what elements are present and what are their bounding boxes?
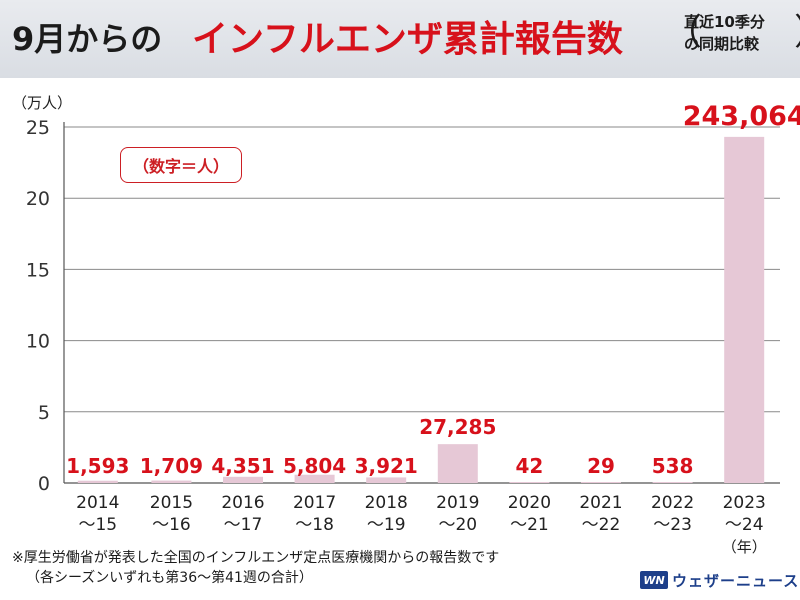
legend-note-box: （数字＝人） [120, 147, 242, 183]
title-note-open-paren: （ [666, 12, 703, 53]
data-label: 29 [587, 454, 615, 478]
y-tick-label: 20 [26, 188, 50, 210]
x-tick-label: 〜18 [295, 515, 334, 535]
x-tick-label: 2016 [221, 493, 264, 513]
x-tick-label: 2019 [436, 493, 479, 513]
x-tick-label: 2022 [651, 493, 694, 513]
x-tick-label: 〜22 [582, 515, 621, 535]
footnote-line1: ※厚生労働省が発表した全国のインフルエンザ定点医療機関からの報告数です [12, 550, 500, 566]
x-tick-label: 〜21 [510, 515, 549, 535]
x-tick-label: 〜15 [78, 515, 117, 535]
data-label: 27,285 [419, 415, 496, 439]
data-label: 42 [515, 454, 543, 478]
bar [223, 476, 263, 483]
x-tick-label: 〜23 [653, 515, 692, 535]
data-label: 538 [652, 454, 694, 478]
x-tick-label: 〜16 [152, 515, 191, 535]
x-tick-label: 2020 [508, 493, 551, 513]
bar [366, 477, 407, 483]
x-tick-label: 〜20 [438, 515, 477, 535]
y-tick-label: 15 [26, 259, 50, 281]
brand-logo: WN ウェザーニュース [640, 569, 799, 591]
data-label: 4,351 [211, 454, 274, 478]
title-black-text: 9月からの [12, 20, 163, 58]
bar [652, 482, 693, 483]
y-tick-label: 5 [38, 402, 50, 424]
footnote-line2: （各シーズンいずれも第36〜第41週の合計） [26, 570, 313, 586]
data-label: 1,593 [66, 454, 129, 478]
bar [581, 482, 621, 483]
data-label: 3,921 [355, 454, 418, 478]
x-tick-label: 2015 [150, 493, 193, 513]
data-label: 1,709 [140, 454, 203, 478]
bar [151, 480, 192, 483]
brand-name: ウェザーニュース [672, 571, 800, 590]
x-tick-label: 2018 [365, 493, 408, 513]
x-tick-label: 2023 [723, 493, 766, 513]
bar [724, 136, 765, 483]
title-note-line1: 直近10季分 [684, 13, 765, 31]
x-tick-label: 〜19 [367, 515, 406, 535]
y-tick-label: 0 [38, 473, 50, 495]
x-axis-unit-label: （年） [722, 538, 767, 556]
x-tick-label: 2021 [579, 493, 622, 513]
title-note: （ 直近10季分 の同期比較 ） [666, 11, 800, 55]
title-note-line2: の同期比較 [684, 35, 760, 53]
x-tick-label: 〜17 [224, 515, 263, 535]
y-axis-unit-label: （万人） [12, 94, 73, 112]
data-label: 5,804 [283, 454, 346, 478]
bar [294, 474, 335, 483]
bar [437, 444, 478, 483]
title-banner: 9月からの インフルエンザ累計報告数 （ 直近10季分 の同期比較 ） [0, 0, 800, 78]
bar [77, 480, 118, 483]
x-tick-label: 〜24 [725, 515, 764, 535]
footnote: ※厚生労働省が発表した全国のインフルエンザ定点医療機関からの報告数です （各シー… [12, 548, 499, 588]
data-label: 243,064 [683, 101, 800, 132]
bar [509, 482, 550, 483]
brand-mark: WN [640, 571, 668, 589]
x-tick-label: 2014 [76, 493, 119, 513]
y-tick-label: 25 [26, 117, 50, 139]
title-red-text: インフルエンザ累計報告数 [192, 19, 623, 60]
title-note-close-paren: ） [794, 13, 800, 53]
y-tick-label: 10 [26, 331, 50, 353]
x-tick-label: 2017 [293, 493, 336, 513]
